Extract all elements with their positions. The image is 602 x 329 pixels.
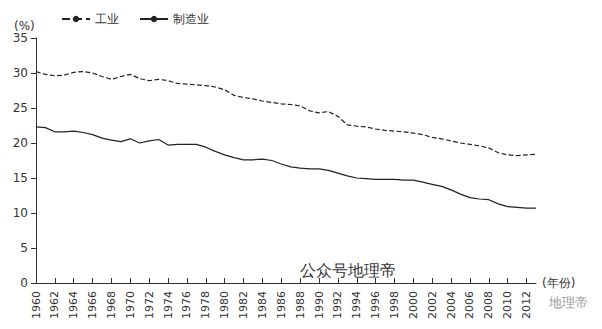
svg-text:1994: 1994: [350, 291, 363, 319]
svg-text:1978: 1978: [199, 291, 212, 319]
svg-text:1976: 1976: [180, 291, 193, 319]
svg-text:1968: 1968: [105, 291, 118, 319]
svg-text:1960: 1960: [30, 291, 43, 319]
svg-text:公众号地理帝: 公众号地理帝: [300, 261, 396, 280]
svg-text:25: 25: [13, 101, 28, 115]
svg-text:1992: 1992: [331, 291, 344, 319]
svg-text:1964: 1964: [67, 291, 80, 319]
svg-text:1974: 1974: [162, 291, 175, 319]
svg-text:2002: 2002: [426, 291, 439, 319]
svg-text:0: 0: [20, 276, 28, 290]
svg-text:1988: 1988: [294, 291, 307, 319]
svg-text:35: 35: [13, 31, 28, 45]
svg-text:制造业: 制造业: [173, 12, 209, 26]
svg-text:1996: 1996: [369, 291, 382, 319]
svg-text:10: 10: [13, 206, 28, 220]
svg-text:1982: 1982: [237, 291, 250, 319]
svg-text:1970: 1970: [124, 291, 137, 319]
svg-text:1998: 1998: [388, 291, 401, 319]
svg-text:地理帝: 地理帝: [548, 295, 588, 310]
svg-text:30: 30: [13, 66, 28, 80]
svg-text:1990: 1990: [313, 291, 326, 319]
svg-text:15: 15: [13, 171, 28, 185]
svg-text:1962: 1962: [48, 291, 61, 319]
svg-text:5: 5: [20, 241, 28, 255]
svg-text:2000: 2000: [407, 291, 420, 319]
svg-text:1980: 1980: [218, 291, 231, 319]
svg-text:1984: 1984: [256, 291, 269, 319]
svg-text:2006: 2006: [463, 291, 476, 319]
svg-text:1972: 1972: [143, 291, 156, 319]
svg-text:2004: 2004: [445, 291, 458, 319]
svg-text:2008: 2008: [482, 291, 495, 319]
svg-text:2012: 2012: [520, 291, 533, 319]
svg-text:(年份): (年份): [542, 276, 575, 290]
svg-text:2010: 2010: [501, 291, 514, 319]
svg-text:20: 20: [13, 136, 28, 150]
svg-text:1986: 1986: [275, 291, 288, 319]
svg-text:工业: 工业: [95, 12, 119, 26]
svg-text:1966: 1966: [86, 291, 99, 319]
